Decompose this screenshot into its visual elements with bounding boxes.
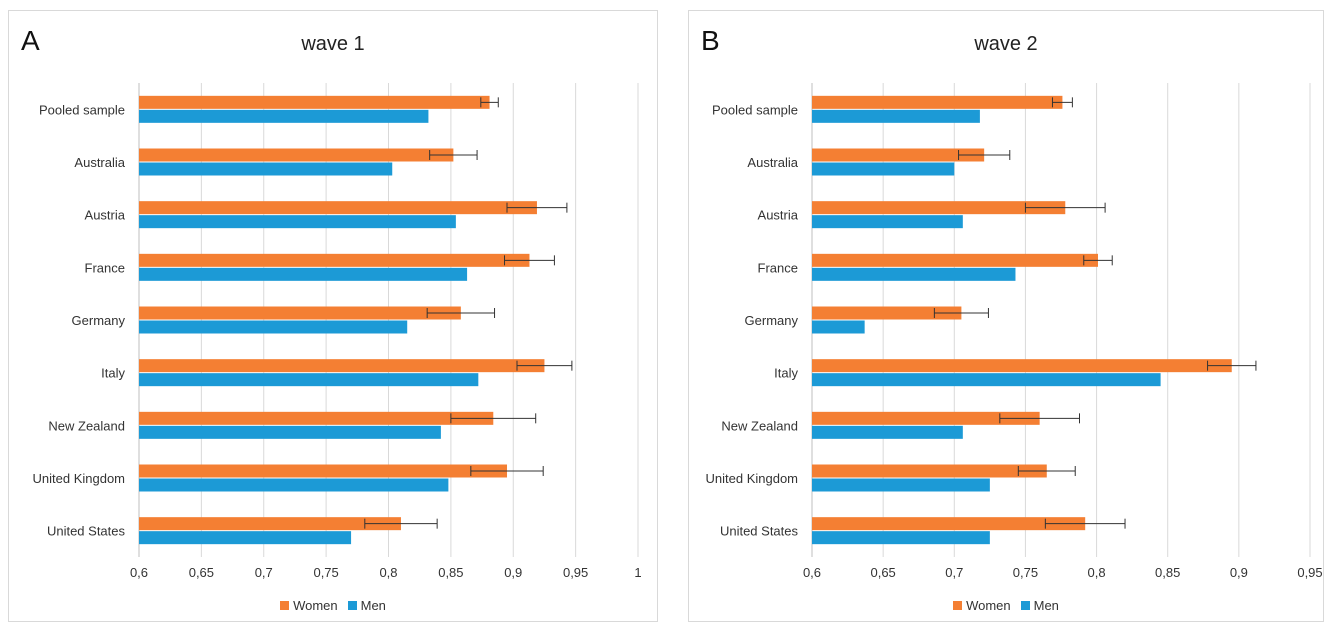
bar-women-italy [812, 359, 1232, 373]
legend-swatch-women [953, 601, 963, 610]
bar-women-australia [139, 148, 454, 162]
bar-men-united-kingdom [812, 478, 990, 492]
x-tick-label: 0,65 [870, 565, 895, 580]
bar-women-united-kingdom [139, 464, 508, 478]
bar-men-italy [139, 373, 479, 387]
bar-women-new-zealand [139, 411, 494, 425]
legend-label-men: Men [1033, 598, 1059, 613]
x-tick-label: 0,9 [1230, 565, 1248, 580]
chart-title-wave-2: wave 2 [974, 33, 1038, 55]
bar-women-france [139, 253, 530, 267]
legend-item-men: Men [347, 598, 386, 613]
x-tick-label: 0,7 [255, 565, 273, 580]
bar-men-pooled-sample [139, 109, 429, 123]
category-label-united-kingdom: United Kingdom [706, 471, 799, 486]
x-tick-label: 0,75 [1013, 565, 1038, 580]
bar-women-united-kingdom [812, 464, 1047, 478]
plot-area-wave-1: 0,6 0,65 0,7 0,75 0,8 0,85 0,9 0,95 1 Pooled samp… [33, 83, 642, 580]
category-label-united-states: United States [47, 524, 126, 539]
panel-letter-a: A [21, 25, 40, 56]
legend-wave-1: Women Men [9, 598, 657, 613]
x-tick-label: 0,7 [945, 565, 963, 580]
x-tick-label: 0,95 [563, 565, 588, 580]
bar-women-austria [139, 201, 537, 215]
bar-men-australia [139, 162, 393, 176]
bar-women-germany [812, 306, 962, 320]
category-label-germany: Germany [745, 313, 799, 328]
bar-men-australia [812, 162, 955, 176]
category-label-united-kingdom: United Kingdom [33, 471, 126, 486]
category-label-pooled-sample: Pooled sample [712, 102, 798, 117]
bar-men-italy [812, 373, 1161, 387]
bar-women-united-states [812, 517, 1086, 531]
bar-men-germany [139, 320, 408, 334]
bar-men-france [812, 267, 1016, 281]
legend-item-men: Men [1020, 598, 1059, 613]
x-tick-label: 0,6 [130, 565, 148, 580]
x-tick-label: 0,8 [1088, 565, 1106, 580]
category-label-france: France [85, 260, 125, 275]
x-tick-label: 0,75 [313, 565, 338, 580]
bar-women-france [812, 253, 1098, 267]
category-label-france: France [758, 260, 798, 275]
chart-title-wave-1: wave 1 [301, 33, 365, 55]
chart-panel-wave-1: A wave 1 0,6 0,65 0,7 0,75 0,8 0,85 0,9 0,95 1 Po… [8, 10, 658, 622]
legend-item-women: Women [953, 598, 1011, 613]
category-label-italy: Italy [774, 366, 798, 381]
x-tick-label: 0,9 [504, 565, 522, 580]
plot-area-wave-2: 0,6 0,65 0,7 0,75 0,8 0,85 0,9 0,95 Pooled sampl… [706, 83, 1323, 580]
legend-swatch-men [347, 601, 357, 610]
bar-men-new-zealand [812, 425, 963, 439]
chart-panel-wave-2: B wave 2 0,6 0,65 0,7 0,75 0,8 0,85 0,9 0,95 Poo… [688, 10, 1324, 622]
legend-label-women: Women [293, 598, 338, 613]
x-tick-label: 0,85 [1155, 565, 1180, 580]
x-tick-label: 0,6 [803, 565, 821, 580]
category-label-new-zealand: New Zealand [48, 418, 125, 433]
bar-men-france [139, 267, 468, 281]
bar-women-australia [812, 148, 985, 162]
category-label-germany: Germany [72, 313, 126, 328]
legend-swatch-women [280, 601, 290, 610]
bar-men-new-zealand [139, 425, 441, 439]
category-label-australia: Australia [74, 155, 125, 170]
bar-women-pooled-sample [812, 95, 1063, 109]
bar-men-united-states [139, 531, 352, 545]
bar-men-germany [812, 320, 865, 334]
bar-women-pooled-sample [139, 95, 490, 109]
x-tick-label: 0,95 [1297, 565, 1322, 580]
bar-women-germany [139, 306, 461, 320]
legend-wave-2: Women Men [689, 598, 1323, 613]
category-label-austria: Austria [85, 208, 126, 223]
x-tick-label: 0,8 [379, 565, 397, 580]
bar-women-united-states [139, 517, 401, 531]
bar-men-austria [139, 215, 456, 229]
category-label-austria: Austria [758, 208, 799, 223]
category-label-pooled-sample: Pooled sample [39, 102, 125, 117]
x-tick-label: 0,85 [438, 565, 463, 580]
bar-women-italy [139, 359, 545, 373]
category-label-australia: Australia [747, 155, 798, 170]
x-tick-label: 1 [634, 565, 641, 580]
legend-label-men: Men [360, 598, 386, 613]
bar-men-pooled-sample [812, 109, 980, 123]
panel-letter-b: B [701, 25, 720, 56]
legend-swatch-men [1020, 601, 1030, 610]
legend-item-women: Women [280, 598, 338, 613]
bar-men-united-states [812, 531, 990, 545]
bar-women-new-zealand [812, 411, 1040, 425]
bar-men-united-kingdom [139, 478, 449, 492]
category-label-united-states: United States [720, 524, 799, 539]
bar-men-austria [812, 215, 963, 229]
x-tick-label: 0,65 [189, 565, 214, 580]
category-label-italy: Italy [101, 366, 125, 381]
legend-label-women: Women [966, 598, 1011, 613]
category-label-new-zealand: New Zealand [721, 418, 798, 433]
bar-women-austria [812, 201, 1066, 215]
